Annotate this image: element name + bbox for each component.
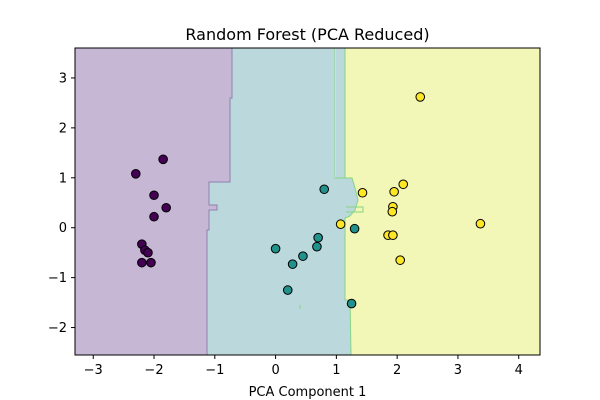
x-tick-label: 4 (515, 363, 523, 378)
data-point (130, 169, 141, 179)
decision-regions (75, 48, 540, 355)
series-class-2 (335, 92, 486, 265)
x-tick-label: 3 (454, 363, 462, 378)
data-point (158, 154, 168, 165)
data-point (335, 219, 346, 230)
data-point (346, 298, 357, 309)
scatter-points (130, 92, 486, 309)
series-class-0 (130, 154, 171, 268)
data-point (312, 241, 322, 252)
y-tick-label: −1 (48, 271, 67, 286)
data-point (395, 255, 406, 265)
decision-region-class-0 (75, 48, 232, 355)
data-point (387, 206, 398, 217)
data-point (475, 218, 486, 229)
data-point (282, 285, 293, 295)
decision-region-class-1-strip (336, 48, 345, 178)
data-point (287, 259, 298, 269)
y-tick-label: 3 (59, 71, 67, 86)
x-axis: −3 −2 −1 0 1 2 3 4 (84, 355, 523, 378)
data-point (389, 186, 399, 197)
data-point (146, 257, 156, 268)
boundary-fragment (346, 206, 364, 213)
boundary-class-0-1 (206, 48, 233, 355)
x-tick-label: 1 (332, 363, 340, 378)
data-point (137, 257, 147, 268)
y-tick-label: 2 (59, 121, 67, 136)
data-point (415, 92, 426, 102)
data-point (398, 179, 409, 190)
data-point (388, 230, 398, 240)
data-point (349, 223, 360, 234)
data-point (319, 184, 330, 195)
x-tick-label: −2 (144, 363, 163, 378)
x-tick-label: 0 (271, 363, 279, 378)
x-axis-label: PCA Component 1 (249, 385, 367, 400)
data-point (298, 251, 308, 261)
data-point (161, 202, 171, 213)
y-tick-label: 0 (59, 221, 67, 236)
data-point (149, 190, 159, 201)
series-class-1 (270, 184, 360, 309)
y-tick-label: −2 (48, 321, 67, 336)
y-tick-label: 1 (59, 171, 67, 186)
x-tick-label: −3 (84, 363, 103, 378)
y-axis: −2 −1 0 1 2 3 (48, 71, 75, 336)
data-point (143, 247, 153, 258)
boundary-class-1-2 (334, 48, 359, 356)
plot-frame (74, 47, 541, 356)
chart-title: Random Forest (PCA Reduced) (185, 25, 429, 44)
data-point (357, 187, 368, 198)
data-point (270, 243, 281, 254)
plot-area (74, 47, 541, 356)
decision-region-class-1 (207, 48, 358, 355)
x-tick-label: −1 (205, 363, 224, 378)
data-point (149, 211, 159, 222)
data-point (313, 232, 323, 243)
x-tick-label: 2 (393, 363, 401, 378)
decision-region-class-2 (345, 48, 540, 355)
decision-boundaries (206, 48, 364, 356)
